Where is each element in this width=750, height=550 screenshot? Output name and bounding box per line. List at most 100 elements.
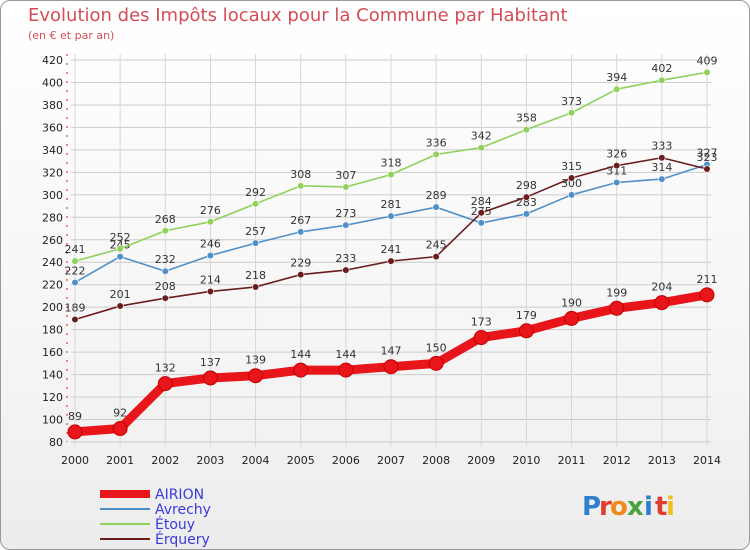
data-point-Étouy xyxy=(613,85,621,93)
data-label-Étouy: 268 xyxy=(155,213,176,226)
data-label-AIRION: 144 xyxy=(290,348,311,361)
data-label-Érquery: 233 xyxy=(335,252,356,265)
y-tick-label: 400 xyxy=(42,76,63,89)
data-point-AIRION xyxy=(67,424,83,440)
data-point-AIRION xyxy=(473,330,489,346)
data-label-Avrechy: 232 xyxy=(155,253,176,266)
data-point-Érquery xyxy=(567,174,576,182)
y-tick-label: 200 xyxy=(42,301,63,314)
data-point-Étouy xyxy=(342,183,350,191)
data-point-AIRION xyxy=(202,370,218,386)
data-label-Étouy: 358 xyxy=(516,112,537,125)
x-tick-label: 2000 xyxy=(61,454,89,467)
data-label-Avrechy: 245 xyxy=(110,239,131,252)
x-tick-label: 2004 xyxy=(242,454,270,467)
y-tick-label: 260 xyxy=(42,234,63,247)
data-label-AIRION: 211 xyxy=(697,273,718,286)
y-tick-label: 120 xyxy=(42,391,63,404)
brand-logo-letter: t xyxy=(655,492,667,522)
y-tick-label: 80 xyxy=(49,436,63,449)
y-tick-label: 100 xyxy=(42,414,63,427)
data-label-Avrechy: 267 xyxy=(290,214,311,227)
legend-label-Avrechy: Avrechy xyxy=(155,502,211,518)
brand-logo-letter: r xyxy=(599,492,612,522)
data-label-Érquery: 214 xyxy=(200,273,221,286)
data-label-AIRION: 204 xyxy=(651,281,672,294)
data-point-AIRION xyxy=(518,323,534,339)
data-point-Érquery xyxy=(477,209,485,217)
y-tick-label: 180 xyxy=(42,324,63,337)
data-label-AIRION: 92 xyxy=(113,407,127,420)
data-point-Érquery xyxy=(251,283,260,291)
data-label-AIRION: 144 xyxy=(335,348,356,361)
data-point-Avrechy xyxy=(161,267,169,275)
data-point-Érquery xyxy=(522,193,531,201)
data-point-Érquery xyxy=(206,287,215,296)
data-label-AIRION: 173 xyxy=(471,316,492,329)
data-label-AIRION: 190 xyxy=(561,296,582,309)
legend-label-Étouy: Étouy xyxy=(155,516,195,533)
data-label-Étouy: 402 xyxy=(651,62,672,75)
data-label-Érquery: 218 xyxy=(245,269,266,282)
data-point-Avrechy xyxy=(477,219,485,227)
data-point-Érquery xyxy=(297,270,305,279)
data-label-Érquery: 208 xyxy=(155,280,176,293)
legend-label-Érquery: Érquery xyxy=(155,531,210,548)
data-point-Avrechy xyxy=(522,210,531,218)
data-point-Érquery xyxy=(658,154,666,162)
x-tick-label: 2010 xyxy=(512,454,540,467)
data-point-AIRION xyxy=(564,310,580,326)
data-label-AIRION: 139 xyxy=(245,354,266,367)
data-point-Étouy xyxy=(658,76,666,84)
data-point-Étouy xyxy=(477,144,485,152)
data-label-Érquery: 323 xyxy=(697,151,718,164)
data-label-AIRION: 132 xyxy=(155,362,176,375)
data-label-AIRION: 89 xyxy=(68,410,82,423)
data-point-Avrechy xyxy=(658,175,666,183)
x-tick-label: 2012 xyxy=(603,454,631,467)
x-tick-label: 2007 xyxy=(377,454,405,467)
data-label-Érquery: 298 xyxy=(516,179,537,192)
data-point-Érquery xyxy=(161,294,169,302)
legend-label-AIRION: AIRION xyxy=(155,487,204,503)
data-label-Avrechy: 257 xyxy=(245,225,266,238)
data-point-Étouy xyxy=(116,245,124,253)
data-point-Érquery xyxy=(703,165,711,173)
data-label-AIRION: 137 xyxy=(200,356,221,369)
data-point-Avrechy xyxy=(342,221,350,229)
data-point-Avrechy xyxy=(567,191,576,199)
data-point-Étouy xyxy=(161,227,169,235)
chart-subtitle: (en € et par an) xyxy=(28,29,115,42)
data-point-AIRION xyxy=(428,355,444,371)
data-point-Avrechy xyxy=(251,239,260,247)
data-point-Avrechy xyxy=(297,228,305,236)
data-point-Érquery xyxy=(613,162,621,170)
data-point-AIRION xyxy=(338,362,354,378)
data-label-Étouy: 373 xyxy=(561,95,582,108)
data-label-Érquery: 284 xyxy=(471,195,492,208)
y-tick-label: 140 xyxy=(42,369,63,382)
data-label-Étouy: 292 xyxy=(245,186,266,199)
data-point-Avrechy xyxy=(206,251,215,260)
data-label-Érquery: 333 xyxy=(651,140,672,153)
data-point-Avrechy xyxy=(71,278,79,287)
data-point-Érquery xyxy=(71,315,79,324)
x-tick-label: 2005 xyxy=(287,454,315,467)
y-tick-label: 420 xyxy=(42,54,63,67)
x-tick-label: 2008 xyxy=(422,454,450,467)
data-label-AIRION: 147 xyxy=(381,345,402,358)
data-label-AIRION: 179 xyxy=(516,309,537,322)
data-point-Étouy xyxy=(297,182,305,190)
data-point-AIRION xyxy=(609,300,625,316)
data-label-AIRION: 199 xyxy=(606,286,627,299)
data-label-Avrechy: 273 xyxy=(335,207,356,220)
brand-logo-letter: P xyxy=(582,492,601,522)
data-point-Étouy xyxy=(703,68,711,76)
y-tick-label: 240 xyxy=(42,256,63,269)
data-label-Étouy: 307 xyxy=(335,169,356,182)
y-tick-label: 300 xyxy=(42,189,63,202)
data-point-Étouy xyxy=(387,171,395,179)
x-tick-label: 2003 xyxy=(196,454,224,467)
